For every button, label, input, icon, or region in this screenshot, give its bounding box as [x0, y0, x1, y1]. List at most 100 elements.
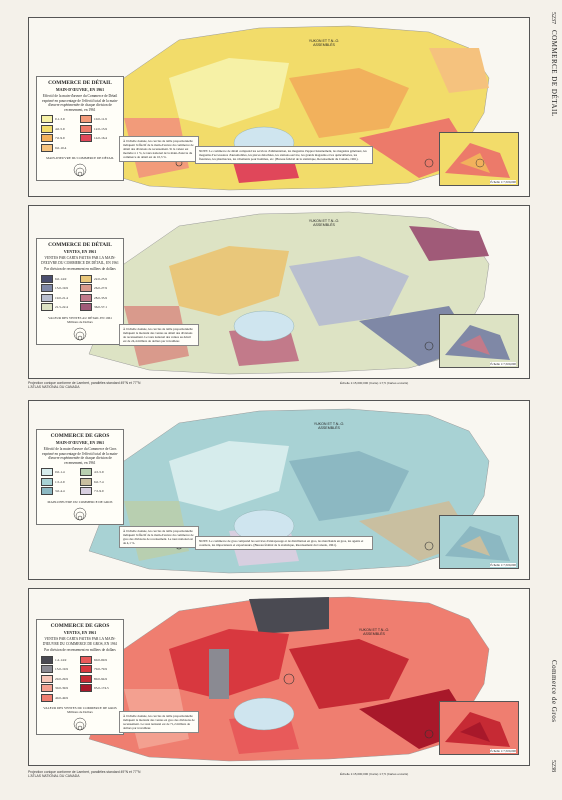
legend-class-label: 1.2-14.9 [55, 657, 67, 662]
legend-swatch [80, 665, 92, 674]
legend-classes: 1.2-14.9 60.0-69.9 15.0-19.9 70.0-79.9 20.0-… [41, 655, 119, 704]
legend-classes: 0.0-1.4 4.5-5.9 1.5-2.9 6.0-7.4 3.0-4.4 7.5-9… [41, 468, 119, 497]
legend-swatch [41, 674, 53, 683]
map-note: À l'échelle donnée, les cercles de taill… [119, 324, 199, 346]
legend-description: Effectif de la main-d'œuvre du Commerce … [41, 94, 118, 112]
legend-class: 6.0-7.4 [80, 477, 119, 486]
legend-class: 40.0-49.9 [41, 693, 80, 702]
circle-legend-title: MAIN-D'ŒUVRE DU COMMERCE DE DÉTAIL [46, 156, 114, 161]
inset-map-svg [440, 315, 518, 367]
footer-projection: Projection conique conforme de Lambert, … [28, 381, 141, 385]
inset-scale: Échelle 1:7,500,000 [490, 362, 516, 366]
legend-title: COMMERCE DE GROS [50, 623, 110, 629]
yukon-label: YUKON ET T.N.-O. ASSEMBLÉS [308, 219, 340, 227]
legend-swatch [80, 674, 92, 683]
legend-swatch [41, 468, 53, 477]
map-note-2: NOTE: Le commerce de détail comprend les… [195, 146, 373, 164]
legend-title: COMMERCE DE DÉTAIL [48, 242, 112, 248]
legend-class: 4.0-5.9 [41, 124, 80, 133]
circle-legend: VALEUR DES VENTES DU COMMERCE DE GROS Mi… [41, 706, 119, 731]
legend-class-label: 22.0-25.9 [94, 276, 107, 281]
legend-swatch [80, 684, 92, 693]
legend-class-label: 6.0-7.4 [94, 479, 104, 484]
legend-class: 22.0-25.9 [80, 274, 119, 283]
legend-swatch [80, 487, 92, 496]
legend-subtitle: VENTES, EN 1961 [63, 249, 97, 255]
map-note: À l'échelle donnée, les cercles de taill… [119, 711, 199, 733]
legend-swatch [41, 284, 53, 293]
legend-unit: Par division de recensement en milliers … [44, 648, 116, 653]
map-note: À l'échelle donnée, les cercles de taill… [119, 526, 199, 548]
footer-scale-bottom: Échelle 1:15,000,000 (Carte) 1:7,5 (Cart… [340, 772, 409, 776]
legend-swatch [41, 134, 53, 143]
inset-scale: Échelle 1:7,500,000 [490, 563, 516, 567]
legend-swatch [80, 468, 92, 477]
legend-swatch [41, 665, 53, 674]
legend: COMMERCE DE GROS VENTES, EN 1961 VENTES … [36, 619, 124, 736]
legend-class-label: 1.5-2.9 [55, 479, 65, 484]
legend-class-label: 28.0-35.9 [94, 295, 107, 300]
legend-class: 60.0-69.9 [80, 655, 119, 664]
legend-swatch [41, 477, 53, 486]
legend-swatch [41, 115, 53, 124]
legend-swatch [41, 303, 53, 312]
map-panel-wholesale-sales: YUKON ET T.N.-O. ASSEMBLÉS COMMERCE DE G… [28, 588, 530, 766]
legend-class: 3.0-4.4 [41, 487, 80, 496]
legend-class-label: 70.0-79.9 [94, 667, 107, 672]
legend-class: 30.0-39.9 [41, 684, 80, 693]
proportional-circles-icon [73, 718, 87, 731]
legend-title: COMMERCE DE GROS [50, 433, 110, 439]
proportional-circles-icon [73, 507, 87, 520]
legend-class-label: 21.5-22.4 [55, 305, 68, 310]
legend-class-label: 95.0-174.5 [94, 686, 109, 691]
legend-class: 10.0-11.9 [80, 115, 119, 124]
legend-class: 1.2-14.9 [41, 655, 80, 664]
legend-class: 21.5-22.4 [41, 303, 80, 312]
legend-swatch [41, 487, 53, 496]
legend-class-label: 0.0-1.4 [55, 470, 65, 475]
legend-title: COMMERCE DE DÉTAIL [48, 80, 112, 86]
legend-class-label: 10.0-11.9 [94, 117, 107, 122]
inset-scale: Échelle 1:7,500,000 [490, 180, 516, 184]
legend-class-label: 60.0-69.9 [94, 657, 107, 662]
legend-class: 20.0-29.9 [41, 674, 80, 683]
circle-legend-title: VALEUR DES VENTES AU DÉTAIL EN 1961 [48, 315, 112, 320]
legend-swatch [41, 655, 53, 664]
yukon-label: YUKON ET T.N.-O. ASSEMBLÉS [313, 422, 345, 430]
legend-class-label: 15.0-19.9 [55, 667, 68, 672]
footer-scale-top: Échelle 1:15,000,000 (Carte) 1:7,5 (Cart… [340, 381, 409, 385]
legend: COMMERCE DE DÉTAIL VENTES, EN 1961 VENTE… [36, 238, 124, 345]
page-number-top: 5237 [550, 12, 556, 24]
legend-description: VENTES PAR CARTA FAITES PAR LA MAIN-D'ŒU… [42, 637, 118, 646]
legend-class: 0.1-3.9 [41, 115, 80, 124]
legend-class: 0.0-1.4 [41, 468, 80, 477]
inset-map-svg [440, 702, 518, 754]
legend-class: 4.5-5.9 [80, 468, 119, 477]
circle-legend-title: VALEUR DES VENTES DU COMMERCE DE GROS [43, 706, 117, 711]
legend-class-label: 30.0-39.9 [55, 686, 68, 691]
legend-class: 95.0-174.5 [80, 684, 119, 693]
legend-swatch [41, 684, 53, 693]
legend-class-label: 7.5-9.0 [94, 489, 104, 494]
circle-legend-unit: Millions de Dollars [67, 710, 93, 715]
circle-legend: MAIN-D'ŒUVRE DU COMMERCE DE GROS [41, 500, 119, 521]
legend-class: 15.0-19.9 [41, 665, 80, 674]
legend-class-label: 36.0-57.1 [94, 305, 107, 310]
legend-class: 14.0-16.4 [80, 134, 119, 143]
legend-class: 15.0-19.9 [41, 284, 80, 293]
legend-swatch [80, 284, 92, 293]
legend-class-label: 4.0-5.9 [55, 126, 65, 131]
legend-swatch [41, 693, 53, 702]
legend-swatch [80, 115, 92, 124]
legend-class: 36.0-57.1 [80, 303, 119, 312]
inset-map: Échelle 1:7,500,000 [439, 701, 519, 755]
legend-classes: 6.0-14.9 22.0-25.9 15.0-19.9 26.0-27.9 19.0-… [41, 274, 119, 313]
circle-legend: MAIN-D'ŒUVRE DU COMMERCE DE DÉTAIL [41, 156, 119, 177]
map-note: À l'échelle donnée, les cercles de taill… [119, 136, 199, 162]
legend-subtitle: MAIN-D'ŒUVRE, EN 1961 [55, 440, 105, 446]
inset-map: Échelle 1:7,500,000 [439, 515, 519, 569]
legend-class-label: 80.0-94.9 [94, 676, 107, 681]
footer-atlas: L'ATLAS NATIONAL DU CANADA [28, 385, 80, 390]
legend-class: 26.0-27.9 [80, 284, 119, 293]
